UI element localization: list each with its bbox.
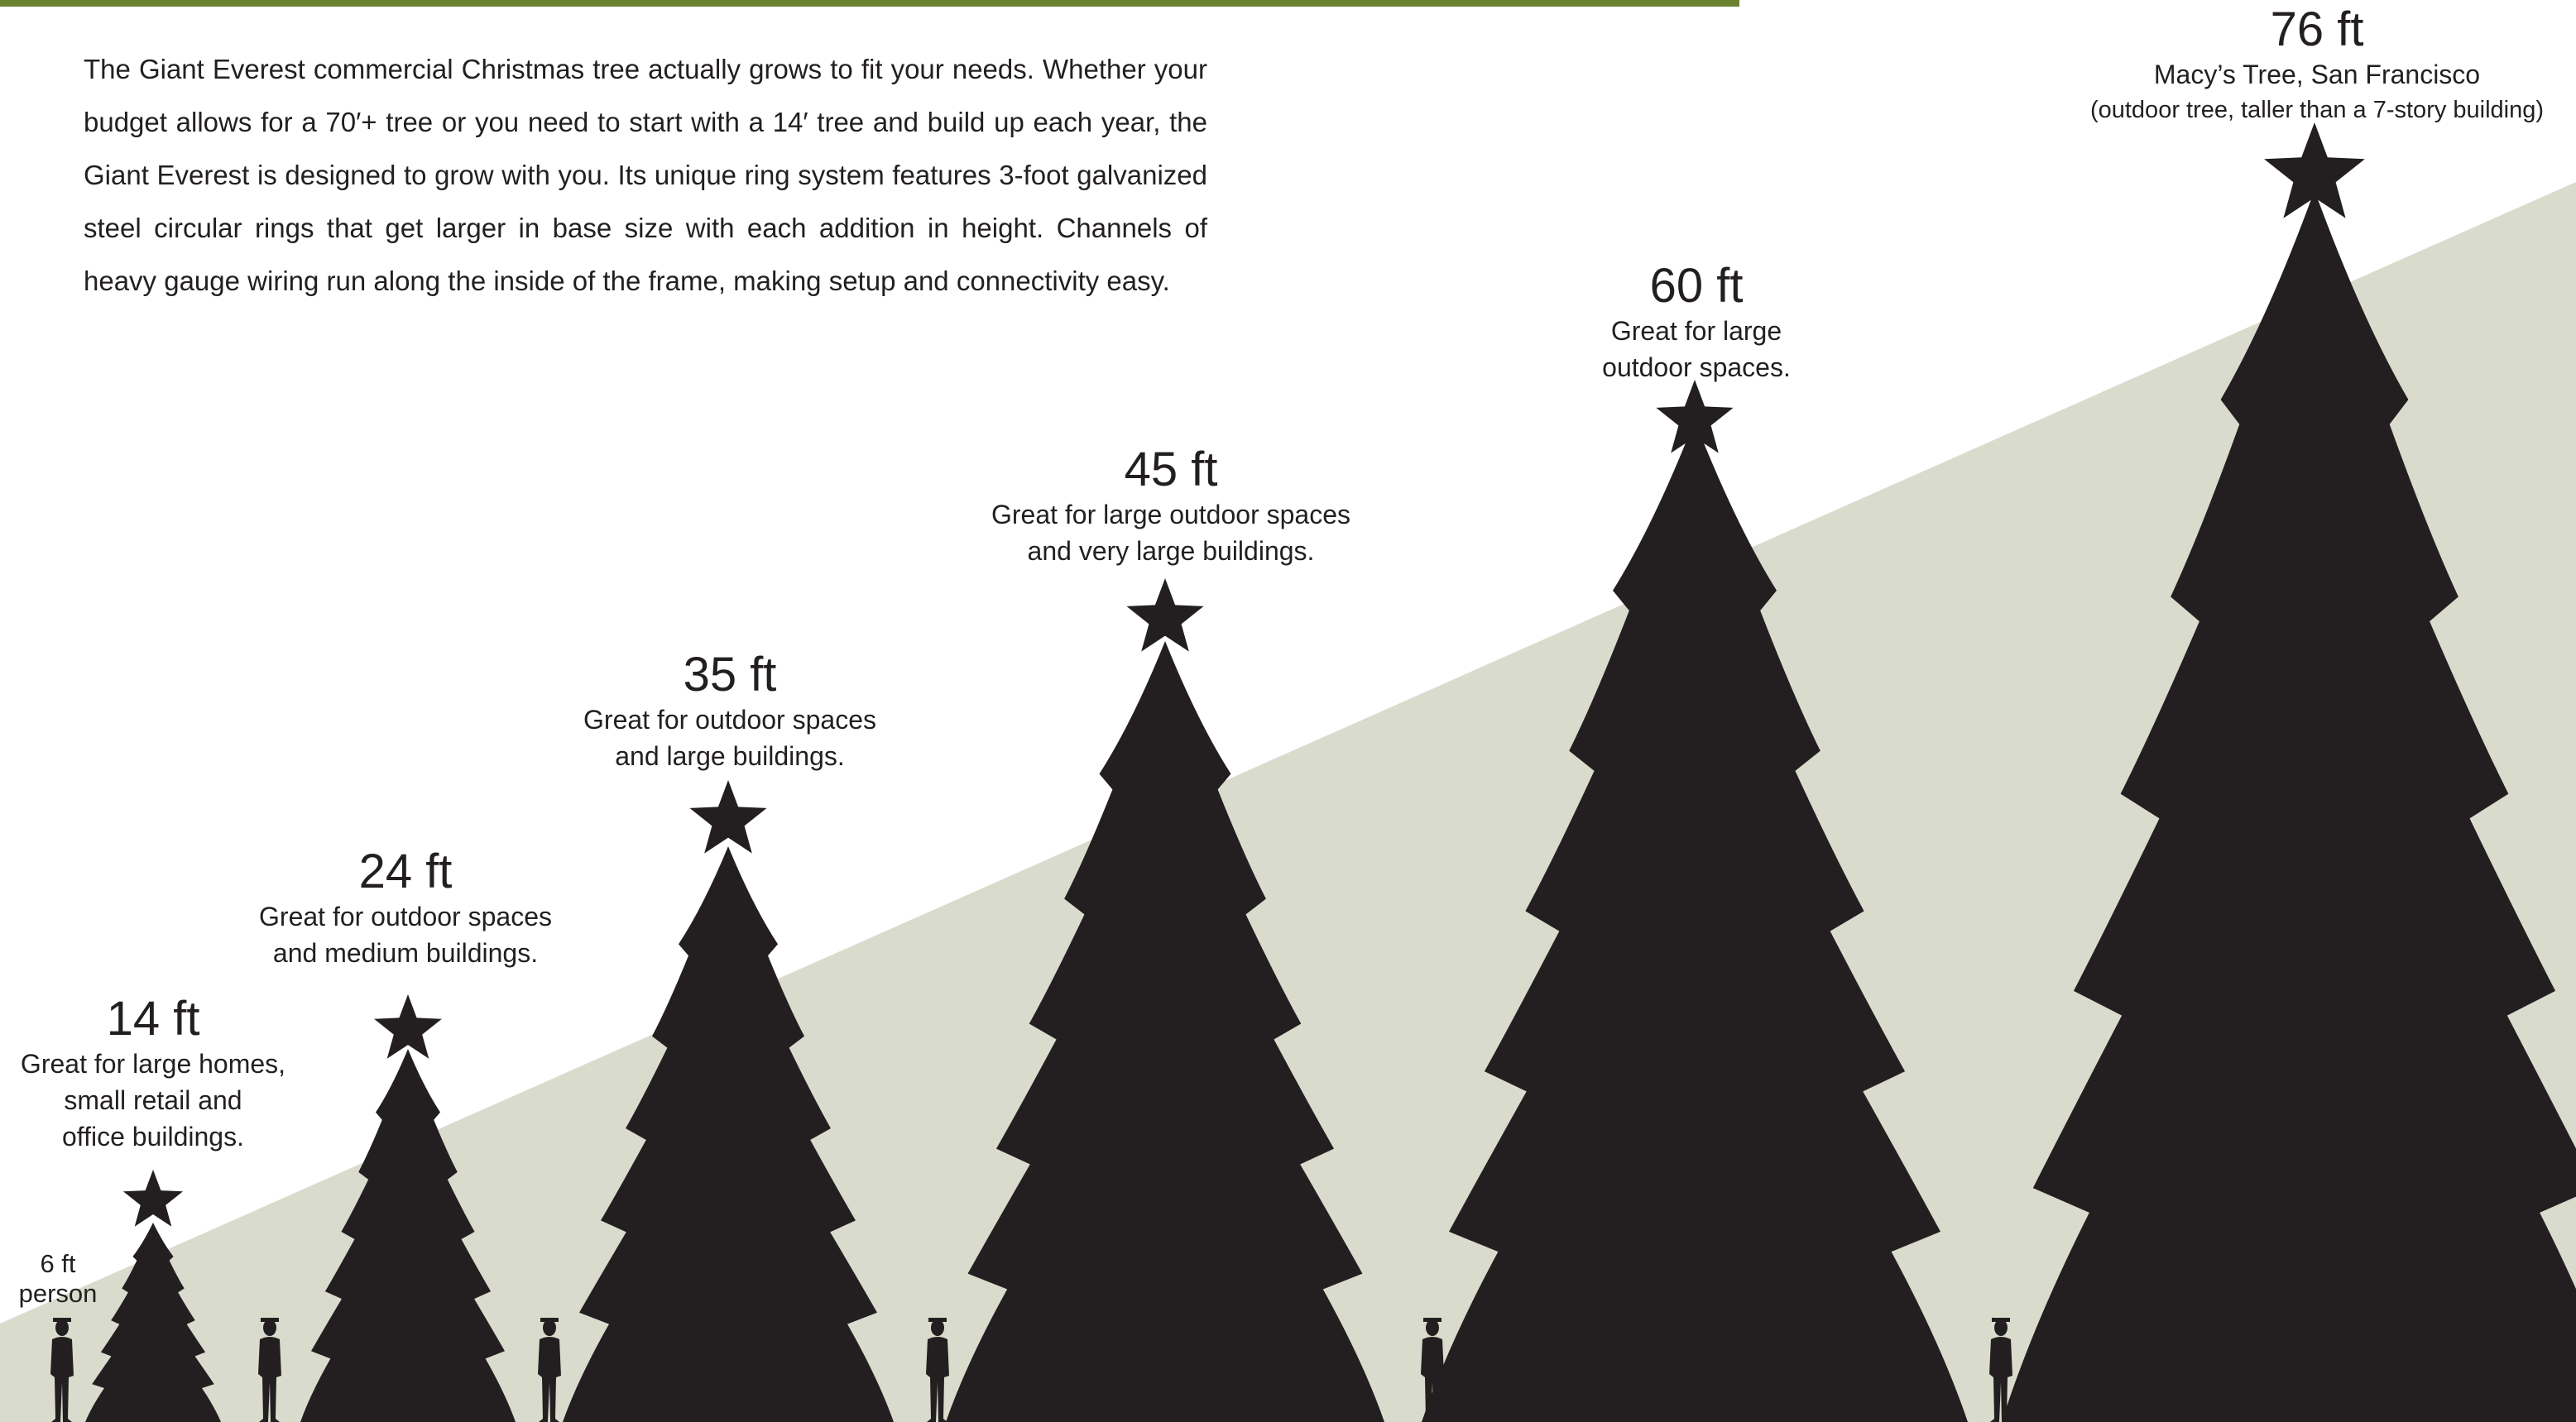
tree-60-ft [1422,380,1968,1422]
tree-topper-star-icon [122,1170,184,1227]
tree-height-text: 60 ft [1649,259,1744,313]
tree-desc-line: outdoor spaces. [1602,352,1791,382]
tree-topper-star-icon [2264,122,2365,218]
christmas-tree-silhouette-icon [563,846,894,1422]
tree-label-5: 60 ft Great for large outdoor spaces. [1602,260,1791,385]
tree-desc-line: and medium buildings. [272,938,539,968]
tree-35-ft [563,780,894,1422]
christmas-tree-silhouette-icon [300,1049,516,1422]
person-scale-label: 6 ft person [8,1249,108,1309]
tree-height-text: 76 ft [2270,2,2364,56]
tree-76-ft [2002,122,2576,1422]
person-word-text: person [18,1279,98,1308]
tree-label-4: 45 ft Great for large outdoor spaces and… [991,443,1350,569]
christmas-tree-silhouette-icon [1422,420,1968,1422]
tree-desc-line: Great for outdoor spaces [259,902,552,931]
tree-desc-line: small retail and [64,1085,242,1115]
tree-topper-star-icon [689,780,767,854]
people-layer [50,1318,2012,1422]
tree-desc-line: and very large buildings. [1027,536,1315,566]
person-silhouette-icon [538,1318,561,1422]
christmas-tree-silhouette-icon [946,641,1384,1422]
tree-topper-star-icon [1656,380,1734,453]
tree-height-text: 24 ft [358,845,453,898]
tree-14-ft [85,1170,221,1422]
tree-desc-line: Great for large homes, [20,1049,286,1079]
tree-desc-line: Great for outdoor spaces [583,705,876,735]
tree-topper-star-icon [1126,578,1204,652]
intro-paragraph: The Giant Everest commercial Christmas t… [84,54,1207,296]
tree-label-3: 35 ft Great for outdoor spaces and large… [583,649,876,774]
tree-desc-line: (outdoor tree, taller than a 7-story bui… [2089,97,2545,123]
person-silhouette-icon [50,1318,74,1422]
tree-height-text: 35 ft [683,648,777,701]
christmas-tree-silhouette-icon [85,1223,221,1422]
tree-desc-line: Great for large [1610,316,1782,346]
tree-label-1: 14 ft Great for large homes, small retai… [21,993,285,1155]
tree-height-text: 14 ft [106,992,200,1046]
tree-desc-line: and large buildings. [615,741,845,771]
tree-desc-line: Macy’s Tree, San Francisco [2153,60,2481,89]
christmas-tree-silhouette-icon [2002,190,2576,1422]
person-silhouette-icon [1989,1318,2012,1422]
tree-desc-line: Great for large outdoor spaces [991,500,1351,529]
tree-45-ft [946,578,1384,1422]
person-silhouette-icon [926,1318,949,1422]
tree-height-text: 45 ft [1124,443,1218,496]
trees-layer [85,122,2576,1422]
person-silhouette-icon [258,1318,281,1422]
tree-24-ft [300,994,516,1422]
tree-topper-star-icon [374,994,442,1059]
person-silhouette-icon [1421,1318,1444,1422]
tree-desc-line: office buildings. [61,1122,244,1151]
top-accent-bar [0,0,1739,7]
tree-label-6: 76 ft Macy’s Tree, San Francisco (outdoo… [2090,3,2544,127]
tree-label-2: 24 ft Great for outdoor spaces and mediu… [259,845,552,971]
person-height-text: 6 ft [40,1249,76,1278]
